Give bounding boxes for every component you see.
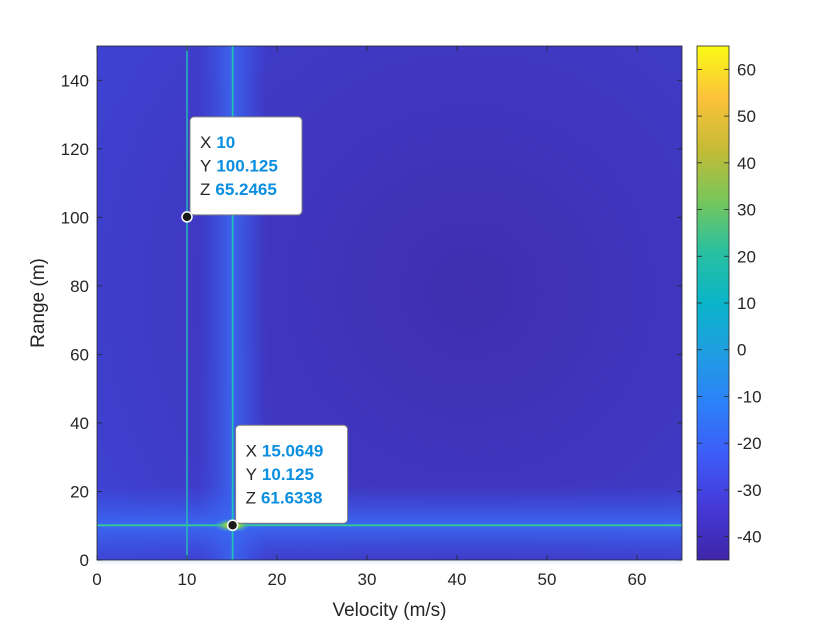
datatip-value: 61.6338	[261, 488, 322, 507]
datatip[interactable]: X 10 Y 100.125 Z 65.2465	[181, 116, 303, 223]
colorbar-tick-label: -40	[737, 528, 762, 547]
x-tick-label: 40	[448, 570, 467, 589]
y-tick-label: 20	[70, 482, 89, 501]
datatip-value: 15.0649	[262, 441, 323, 460]
datatip-letter: Y	[200, 156, 211, 175]
datatip-marker[interactable]	[181, 211, 193, 223]
y-tick-label: 0	[80, 551, 89, 570]
datatip-value: 100.125	[216, 156, 277, 175]
x-axis-ticks: 0 10 20 30 40 50 60	[92, 46, 646, 589]
y-tick-label: 140	[61, 71, 89, 90]
colorbar-tick-label: 50	[737, 107, 756, 126]
datatip-row: Z 65.2465	[200, 180, 277, 199]
datatip-row: X 10	[200, 133, 235, 152]
x-tick-label: 0	[92, 570, 101, 589]
y-tick-label: 120	[61, 140, 89, 159]
datatips: X 10 Y 100.125 Z 65.2465 X 15.0649 Y 10.125 Z 61.63…	[181, 116, 349, 532]
datatip-row: Y 100.125	[200, 156, 278, 175]
datatip-box	[189, 116, 303, 216]
datatip-value: 10	[216, 133, 235, 152]
datatip[interactable]: X 15.0649 Y 10.125 Z 61.6338	[226, 424, 349, 532]
colorbar-ticks: -40 -30 -20 -10 0 10 20 30 40 50 60	[697, 60, 762, 547]
y-tick-label: 40	[70, 414, 89, 433]
y-axis-label: Range (m)	[28, 258, 49, 348]
x-tick-label: 10	[178, 570, 197, 589]
colorbar-tick-label: 40	[737, 154, 756, 173]
colorbar-tick-label: -20	[737, 434, 762, 453]
datatip-letter: X	[200, 133, 211, 152]
datatip-letter: Z	[200, 180, 210, 199]
datatip-letter: Y	[246, 465, 257, 484]
x-tick-label: 60	[628, 570, 647, 589]
datatip-letter: X	[246, 441, 257, 460]
heatmap-plot	[96, 45, 683, 566]
datatip-value: 10.125	[262, 465, 314, 484]
y-axis-ticks: 0 20 40 60 80 100 120 140	[61, 71, 682, 570]
datatip-marker[interactable]	[226, 519, 239, 532]
heatmap-background	[97, 46, 682, 560]
datatip-value: 65.2465	[215, 180, 276, 199]
colorbar-tick-label: 20	[737, 247, 756, 266]
datatip-row: Z 61.6338	[246, 488, 323, 507]
y-tick-label: 100	[61, 208, 89, 227]
datatip-letter: Z	[246, 488, 256, 507]
x-tick-label: 50	[538, 570, 557, 589]
colorbar-tick-label: 10	[737, 294, 756, 313]
colorbar-tick-label: 60	[737, 60, 756, 79]
x-axis-label: Velocity (m/s)	[332, 600, 446, 621]
colorbar-tick-label: -10	[737, 387, 762, 406]
x-tick-label: 20	[268, 570, 287, 589]
datatip-box	[235, 424, 349, 524]
x-tick-label: 30	[358, 570, 377, 589]
colorbar-tick-label: 0	[737, 341, 746, 360]
colorbar: -40 -30 -20 -10 0 10 20 30 40 50 60	[696, 45, 762, 561]
plot-frame	[96, 45, 683, 561]
colorbar-gradient	[696, 45, 730, 561]
y-tick-label: 60	[70, 345, 89, 364]
datatip-row: Y 10.125	[246, 465, 314, 484]
colorbar-tick-label: 30	[737, 201, 756, 220]
datatip-row: X 15.0649	[246, 441, 324, 460]
y-tick-label: 80	[70, 277, 89, 296]
colorbar-tick-label: -30	[737, 481, 762, 500]
